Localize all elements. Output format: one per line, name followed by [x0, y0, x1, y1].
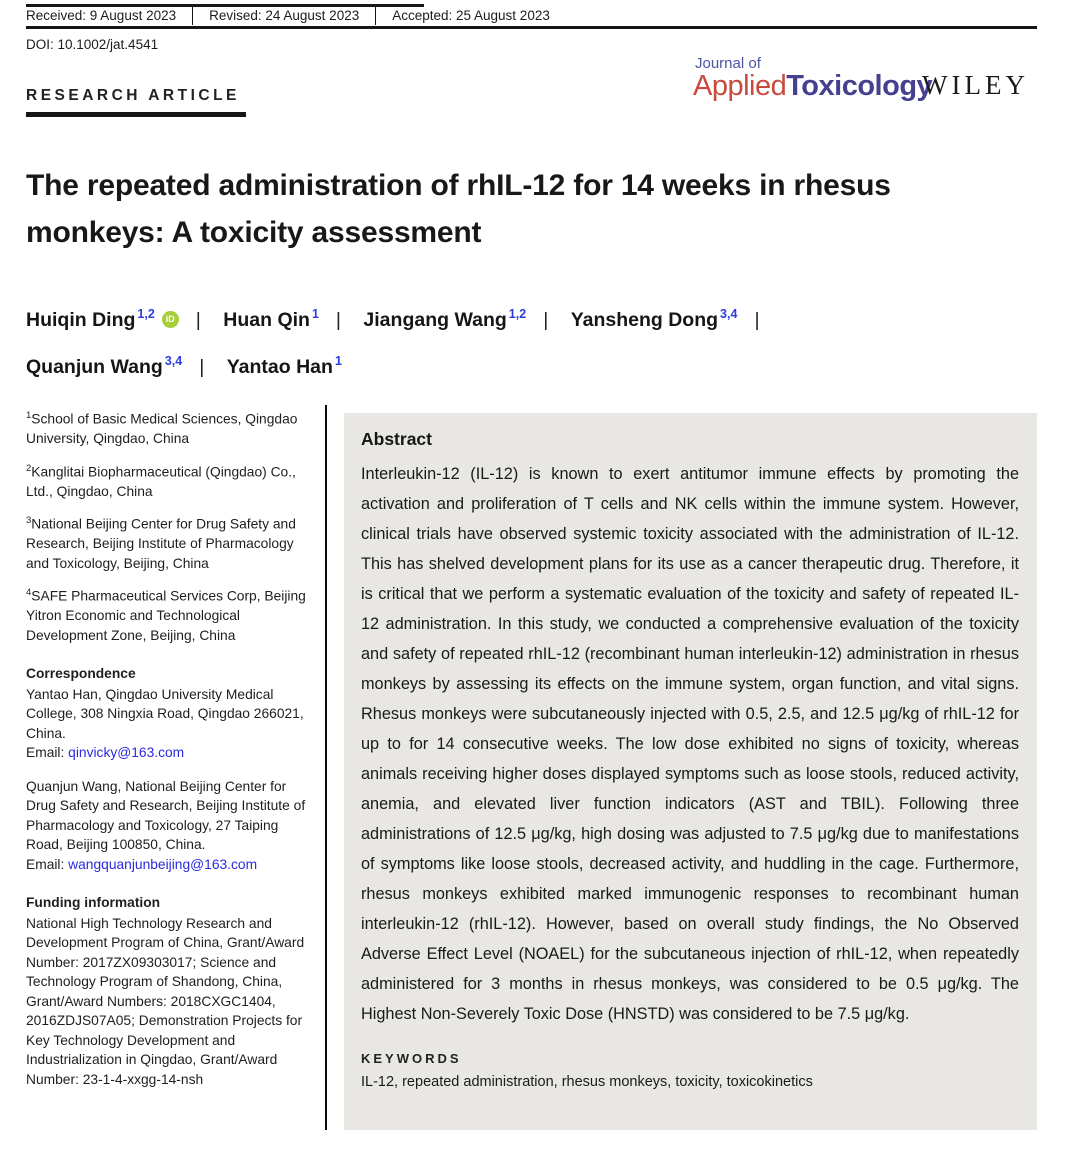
- page-title: The repeated administration of rhIL-12 f…: [26, 169, 891, 249]
- author-affiliation-sup: 1: [311, 307, 319, 321]
- journal-name-applied: Applied: [693, 70, 787, 102]
- correspondence-text: Yantao Han, Qingdao University Medical C…: [26, 686, 304, 741]
- meta-bottom-rule: [26, 26, 1037, 29]
- author-separator: |: [754, 309, 760, 331]
- affiliation-text: Kanglitai Biopharmaceutical (Qingdao) Co…: [26, 464, 296, 499]
- author-name: Huiqin Ding: [26, 309, 136, 331]
- revised-date: Revised: 24 August 2023: [193, 6, 377, 25]
- journal-of-label: Journal of: [695, 55, 761, 72]
- abstract-body: Interleukin-12 (IL-12) is known to exert…: [361, 465, 1019, 1023]
- author-name: Quanjun Wang: [26, 356, 163, 378]
- author: Jiangang Wang 1,2 |: [363, 294, 565, 341]
- affiliation-number: 4: [26, 587, 32, 599]
- email-link[interactable]: wangquanjunbeijing@163.com: [68, 856, 258, 872]
- author-affiliation-sup: 1: [334, 354, 342, 368]
- author-name: Huan Qin: [223, 309, 310, 331]
- author: Quanjun Wang 3,4 |: [26, 341, 221, 388]
- affiliation-text: School of Basic Medical Sciences, Qingda…: [26, 411, 298, 447]
- author-separator: |: [199, 356, 205, 378]
- author-affiliation-sup: 1,2: [508, 307, 527, 321]
- author: Yantao Han 1: [227, 341, 342, 388]
- journal-name-toxicology: Toxicology: [786, 70, 933, 102]
- email-link[interactable]: qinvicky@163.com: [68, 745, 185, 761]
- received-date: Received: 9 August 2023: [26, 6, 194, 25]
- journal-logo: Journal of AppliedToxicology: [693, 55, 933, 102]
- author-list: Huiqin Ding 1,2 iD | Huan Qin 1 | Jiangang Wa…: [26, 294, 931, 388]
- funding-heading: Funding information: [26, 895, 161, 911]
- affiliation-number: 3: [26, 515, 32, 527]
- doi-text: DOI: 10.1002/jat.4541: [26, 37, 159, 52]
- author-name: Jiangang Wang: [363, 309, 507, 331]
- article-type-underline: [26, 112, 246, 117]
- funding-text: National High Technology Research and De…: [26, 915, 305, 1087]
- affiliation-3: 3National Beijing Center for Drug Safety…: [26, 511, 314, 573]
- affiliation-number: 2: [26, 462, 32, 474]
- affiliation-1: 1School of Basic Medical Sciences, Qingd…: [26, 406, 314, 449]
- correspondence-entry-1: Yantao Han, Qingdao University Medical C…: [26, 685, 314, 763]
- author: Yansheng Dong 3,4 |: [571, 294, 777, 341]
- email-label: Email:: [26, 856, 69, 872]
- author-affiliation-sup: 3,4: [164, 354, 183, 368]
- author-separator: |: [335, 309, 341, 331]
- meta-top-rule: [26, 4, 424, 7]
- journal-name: AppliedToxicology: [693, 70, 933, 102]
- affiliation-number: 1: [26, 410, 32, 421]
- correspondence-entry-2: Quanjun Wang, National Beijing Center fo…: [26, 777, 314, 875]
- orcid-icon[interactable]: iD: [161, 311, 179, 328]
- author-affiliation-sup: 1,2: [137, 307, 155, 321]
- email-label: Email:: [26, 745, 69, 761]
- author-affiliation-sup: 3,4: [720, 307, 738, 321]
- article-type-label: RESEARCH ARTICLE: [26, 87, 240, 104]
- author: Huan Qin 1 |: [223, 294, 358, 341]
- author-name: Yantao Han: [226, 356, 333, 378]
- affiliation-text: National Beijing Center for Drug Safety …: [26, 516, 296, 571]
- correspondence-text: Quanjun Wang, National Beijing Center fo…: [26, 778, 306, 853]
- keywords-heading: KEYWORDS: [361, 1051, 462, 1066]
- author-name: Yansheng Dong: [570, 309, 719, 331]
- accepted-date: Accepted: 25 August 2023: [392, 8, 550, 23]
- abstract-panel: Abstract Interleukin-12 (IL-12) is known…: [344, 413, 1037, 1130]
- affiliation-text: SAFE Pharmaceutical Services Corp, Beiji…: [26, 588, 306, 643]
- article-info-column: 1School of Basic Medical Sciences, Qingd…: [26, 406, 314, 1095]
- author-separator: |: [543, 309, 549, 331]
- affiliation-2: 2Kanglitai Biopharmaceutical (Qingdao) C…: [26, 459, 314, 502]
- wiley-logo: WILEY: [922, 70, 1029, 100]
- author-separator: |: [195, 309, 201, 331]
- affiliation-4: 4SAFE Pharmaceutical Services Corp, Beij…: [26, 583, 314, 645]
- author: Huiqin Ding 1,2 iD |: [26, 294, 218, 341]
- keywords-text: IL-12, repeated administration, rhesus m…: [361, 1074, 813, 1090]
- abstract-heading: Abstract: [361, 429, 432, 449]
- correspondence-heading: Correspondence: [26, 666, 136, 682]
- received-revised-accepted-bar: Received: 9 August 2023 Revised: 24 Augu…: [26, 6, 566, 25]
- column-divider: [325, 405, 327, 1130]
